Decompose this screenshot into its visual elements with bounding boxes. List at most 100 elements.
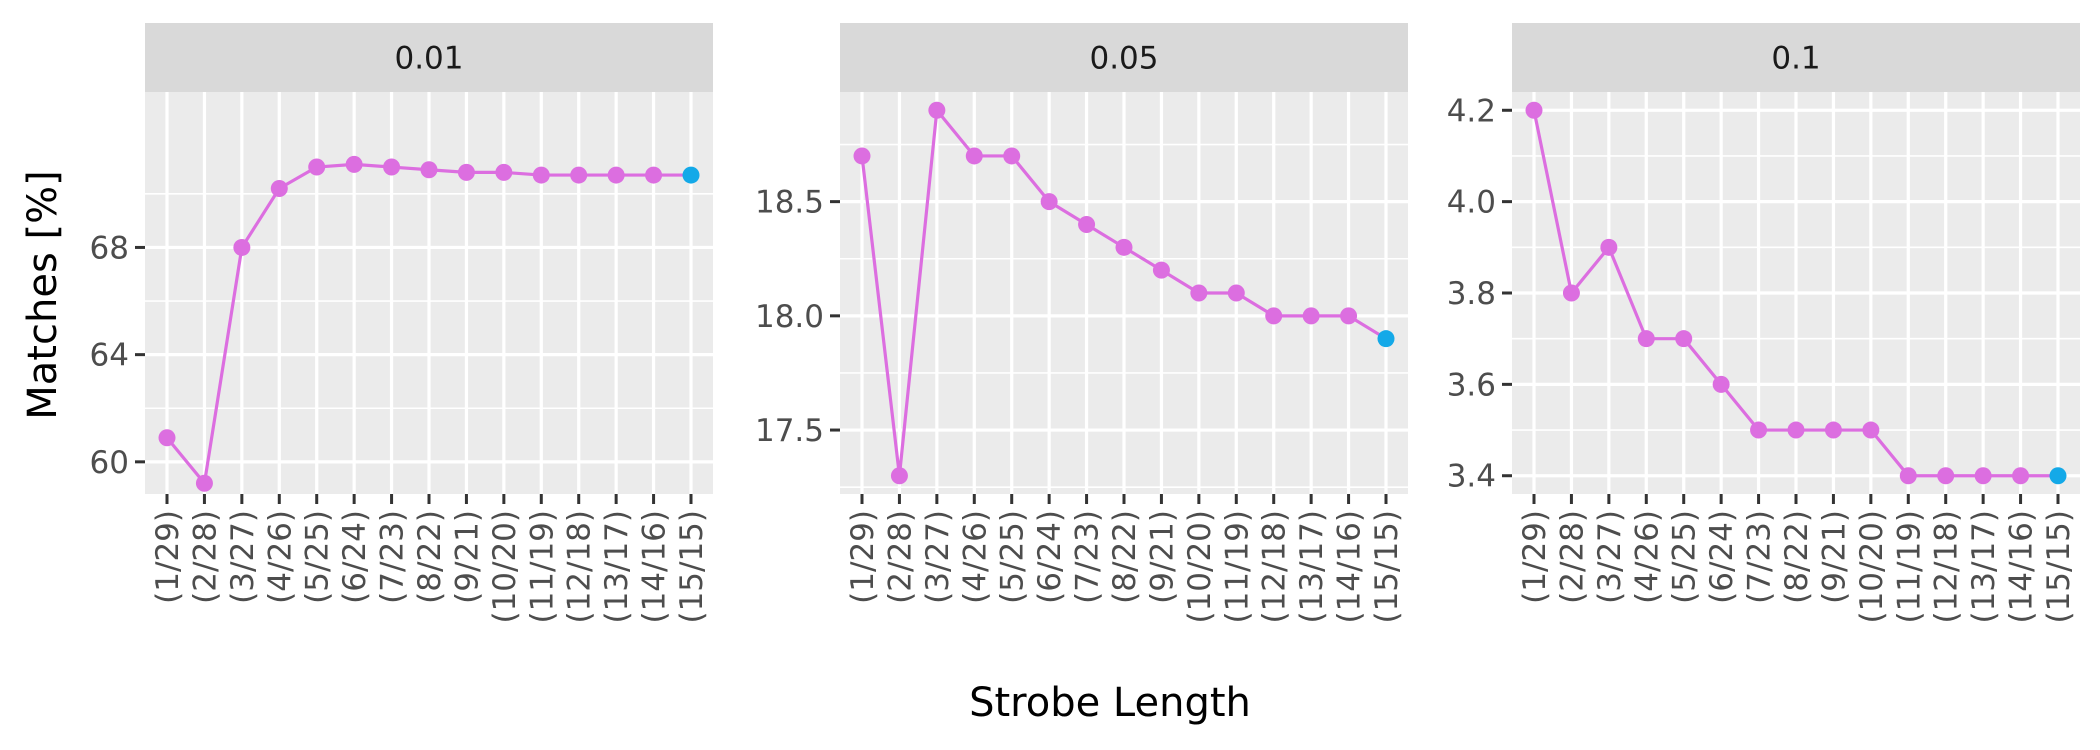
x-tick-label: (10/20) xyxy=(1182,510,1218,624)
data-point xyxy=(420,161,438,179)
y-tick-label: 3.8 xyxy=(1447,276,1496,312)
x-tick-label: (3/27) xyxy=(225,510,261,604)
panel-0.05: 0.05 17.5 18.0 18.5 (1/29) (2/28) (3/27) (4/26)… xyxy=(755,23,1408,624)
data-point xyxy=(1562,284,1580,302)
x-tick-label: (1/29) xyxy=(1517,510,1553,604)
x-tick-label: (1/29) xyxy=(845,510,881,604)
x-tick-label: (10/20) xyxy=(487,510,523,624)
data-point xyxy=(1525,101,1543,119)
data-point xyxy=(495,163,513,181)
data-point xyxy=(270,179,288,197)
x-tick-label: (13/17) xyxy=(599,510,635,624)
x-tick-label: (13/17) xyxy=(1294,510,1330,624)
y-tick-label: 18.0 xyxy=(755,299,824,335)
x-tick-label: (8/22) xyxy=(412,510,448,604)
x-tick-label: (11/19) xyxy=(524,510,560,624)
data-point xyxy=(1003,147,1021,165)
facet-label: 0.01 xyxy=(394,41,463,77)
data-point xyxy=(1712,375,1730,393)
x-tick-label: (3/27) xyxy=(1592,510,1628,604)
y-tick-label: 4.2 xyxy=(1447,93,1496,129)
facet-strip xyxy=(840,23,1408,92)
data-point xyxy=(1340,307,1358,325)
data-point xyxy=(1787,421,1805,439)
x-axis-title: Strobe Length xyxy=(969,680,1251,726)
data-point xyxy=(1637,330,1655,348)
data-point xyxy=(233,238,251,256)
x-tick-label: (9/21) xyxy=(1816,510,1852,604)
data-point xyxy=(1862,421,1880,439)
facet-label: 0.05 xyxy=(1089,41,1158,77)
highlight-point xyxy=(682,166,700,184)
data-point xyxy=(1152,261,1170,279)
data-point xyxy=(1937,467,1955,485)
y-tick-label: 64 xyxy=(90,338,129,374)
data-point xyxy=(1190,284,1208,302)
y-tick-label: 18.5 xyxy=(755,185,824,221)
data-point xyxy=(1227,284,1245,302)
data-point xyxy=(1265,307,1283,325)
x-tick-label: (11/19) xyxy=(1219,510,1255,624)
x-tick-label: (7/23) xyxy=(375,510,411,604)
x-tick-label: (2/28) xyxy=(1554,510,1590,604)
x-tick-label: (8/22) xyxy=(1107,510,1143,604)
x-tick-label: (5/25) xyxy=(995,510,1031,604)
x-tick-label: (6/24) xyxy=(337,510,373,604)
y-tick-label: 60 xyxy=(90,445,129,481)
highlight-point xyxy=(1377,330,1395,348)
data-point xyxy=(308,158,326,176)
data-point xyxy=(965,147,983,165)
data-point xyxy=(645,166,663,184)
x-tick-label: (13/17) xyxy=(1966,510,2002,624)
x-tick-label: (7/23) xyxy=(1742,510,1778,604)
data-point xyxy=(2012,467,2030,485)
x-tick-label: (2/28) xyxy=(187,510,223,604)
x-tick-label: (14/16) xyxy=(2004,510,2040,624)
data-point xyxy=(195,474,213,492)
data-point xyxy=(158,429,176,447)
data-point xyxy=(345,155,363,173)
data-point xyxy=(570,166,588,184)
x-tick-label: (1/29) xyxy=(150,510,186,604)
y-tick-label: 17.5 xyxy=(755,413,824,449)
x-tick-label: (11/19) xyxy=(1891,510,1927,624)
data-point xyxy=(383,158,401,176)
x-tick-label: (15/15) xyxy=(2041,510,2077,624)
y-tick-label: 3.6 xyxy=(1447,367,1496,403)
data-point xyxy=(853,147,871,165)
highlight-point xyxy=(2049,467,2067,485)
x-tick-label: (8/22) xyxy=(1779,510,1815,604)
x-tick-label: (4/26) xyxy=(262,510,298,604)
x-tick-label: (14/16) xyxy=(637,510,673,624)
data-point xyxy=(1302,307,1320,325)
y-axis-title: Matches [%] xyxy=(20,170,66,419)
x-tick-label: (12/18) xyxy=(1929,510,1965,624)
data-point xyxy=(1600,238,1618,256)
x-tick-label: (9/21) xyxy=(449,510,485,604)
x-tick-label: (12/18) xyxy=(562,510,598,624)
y-tick-label: 68 xyxy=(90,230,129,266)
x-tick-label: (4/26) xyxy=(1629,510,1665,604)
x-tick-label: (9/21) xyxy=(1144,510,1180,604)
data-point xyxy=(532,166,550,184)
data-point xyxy=(607,166,625,184)
x-tick-label: (12/18) xyxy=(1257,510,1293,624)
y-tick-label: 3.4 xyxy=(1447,459,1496,495)
facet-label: 0.1 xyxy=(1771,41,1820,77)
data-point xyxy=(1899,467,1917,485)
x-tick-label: (3/27) xyxy=(920,510,956,604)
x-tick-label: (6/24) xyxy=(1704,510,1740,604)
x-tick-label: (15/15) xyxy=(674,510,710,624)
x-tick-label: (15/15) xyxy=(1369,510,1405,624)
x-tick-label: (5/25) xyxy=(300,510,336,604)
data-point xyxy=(1974,467,1992,485)
x-tick-label: (2/28) xyxy=(882,510,918,604)
facet-strip xyxy=(1512,23,2080,92)
data-point xyxy=(1824,421,1842,439)
data-point xyxy=(1675,330,1693,348)
data-point xyxy=(1750,421,1768,439)
panel-0.1: 0.1 3.4 3.6 3.8 4.0 4.2 (1/29) (2/28) (3/27) (4/2… xyxy=(1447,23,2080,624)
x-tick-label: (14/16) xyxy=(1332,510,1368,624)
